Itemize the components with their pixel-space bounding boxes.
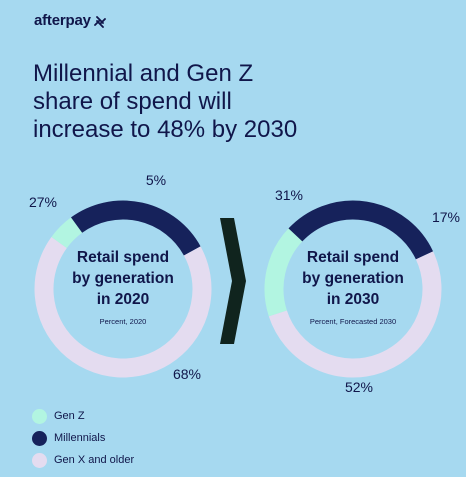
legend-item-gen-x: Gen X and older xyxy=(32,449,134,471)
slice-millennials xyxy=(70,200,201,256)
title-line: share of spend will xyxy=(33,88,232,115)
data-label: 52% xyxy=(345,379,373,395)
legend-swatch xyxy=(32,408,47,424)
chart-title-line: in 2030 xyxy=(327,291,380,308)
chart-title-line: in 2020 xyxy=(97,291,150,308)
legend-swatch xyxy=(32,430,47,446)
legend-label: Gen X and older xyxy=(54,454,135,466)
afterpay-arrows-icon xyxy=(93,15,106,28)
donut-chart-2020: 5% 27% 68% Retail spend by generation in 2020… xyxy=(29,172,212,382)
data-label: 31% xyxy=(275,187,303,203)
slice-millennials xyxy=(288,200,434,260)
chart-subtitle: Percent, 2020 xyxy=(100,317,147,326)
donut-chart-2030: 17% 31% 52% Retail spend by generation in 203… xyxy=(264,187,460,395)
chevron-right-icon xyxy=(220,218,246,344)
legend-label: Millennials xyxy=(54,432,106,444)
data-label: 68% xyxy=(173,366,201,382)
data-label: 27% xyxy=(29,194,57,210)
chart-title-line: Retail spend xyxy=(307,249,399,266)
slice-gen-z xyxy=(51,217,83,249)
page-title: Millennial and Gen Z share of spend will… xyxy=(33,60,433,144)
title-line: increase to 48% by 2030 xyxy=(33,116,298,143)
chart-title-line: by generation xyxy=(302,270,404,287)
brand-name: afterpay xyxy=(34,12,91,29)
slice-gen-x xyxy=(34,236,212,378)
slice-gen-x xyxy=(268,251,442,378)
slice-gen-z xyxy=(264,228,303,317)
afterpay-logo: afterpay xyxy=(34,12,108,29)
legend-item-millennials: Millennials xyxy=(32,427,134,449)
chart-title-line: by generation xyxy=(72,270,174,287)
legend-swatch xyxy=(32,452,47,468)
title-line: Millennial and Gen Z xyxy=(33,60,254,87)
data-label: 5% xyxy=(146,172,166,188)
legend-item-gen-z: Gen Z xyxy=(32,405,134,427)
data-label: 17% xyxy=(432,209,460,225)
chart-title-line: Retail spend xyxy=(77,249,169,266)
legend: Gen Z Millennials Gen X and older xyxy=(32,405,134,471)
legend-label: Gen Z xyxy=(54,410,85,422)
chart-subtitle: Percent, Forecasted 2030 xyxy=(310,317,396,326)
